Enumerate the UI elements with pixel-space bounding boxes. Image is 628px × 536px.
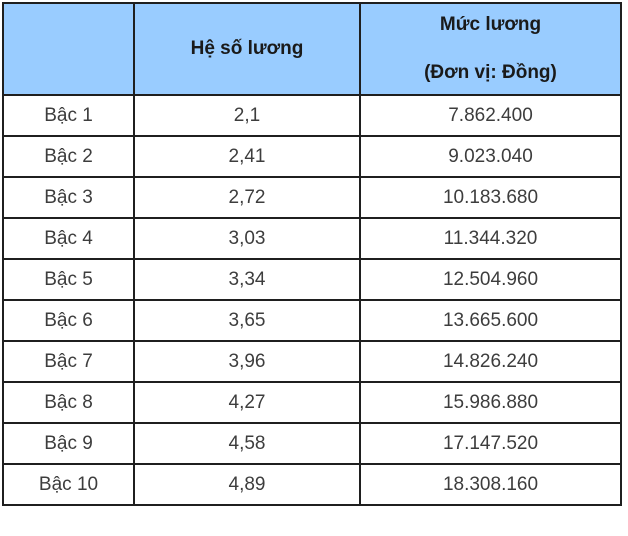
level-cell: Bậc 6 <box>2 299 135 342</box>
coefficient-cell: 4,89 <box>133 463 361 506</box>
level-cell: Bậc 7 <box>2 340 135 383</box>
salary-cell: 17.147.520 <box>359 422 622 465</box>
level-cell: Bậc 2 <box>2 135 135 178</box>
table-row: Bậc 3 2,72 10.183.680 <box>2 176 622 219</box>
table-header: Hệ số lương Mức lương (Đơn vị: Đồng) <box>2 2 622 96</box>
coefficient-cell: 2,72 <box>133 176 361 219</box>
salary-cell: 13.665.600 <box>359 299 622 342</box>
empty-corner-header-cell <box>2 2 135 96</box>
salary-cell: 15.986.880 <box>359 381 622 424</box>
salary-header-stack: Mức lương (Đơn vị: Đồng) <box>362 5 619 93</box>
coefficient-cell: 2,41 <box>133 135 361 178</box>
table-row: Bậc 5 3,34 12.504.960 <box>2 258 622 301</box>
table-row: Bậc 2 2,41 9.023.040 <box>2 135 622 178</box>
salary-header-unit: (Đơn vị: Đồng) <box>424 62 557 83</box>
level-cell: Bậc 1 <box>2 94 135 137</box>
salary-cell: 11.344.320 <box>359 217 622 260</box>
level-cell: Bậc 3 <box>2 176 135 219</box>
level-cell: Bậc 4 <box>2 217 135 260</box>
coefficient-cell: 2,1 <box>133 94 361 137</box>
table-body: Bậc 1 2,1 7.862.400 Bậc 2 2,41 9.023.040… <box>2 94 622 506</box>
salary-cell: 10.183.680 <box>359 176 622 219</box>
level-cell: Bậc 8 <box>2 381 135 424</box>
salary-cell: 9.023.040 <box>359 135 622 178</box>
salary-cell: 18.308.160 <box>359 463 622 506</box>
coefficient-cell: 3,65 <box>133 299 361 342</box>
coefficient-cell: 3,03 <box>133 217 361 260</box>
coefficient-cell: 4,58 <box>133 422 361 465</box>
salary-cell: 12.504.960 <box>359 258 622 301</box>
coefficient-cell: 3,96 <box>133 340 361 383</box>
table-row: Bậc 4 3,03 11.344.320 <box>2 217 622 260</box>
table-row: Bậc 8 4,27 15.986.880 <box>2 381 622 424</box>
table-row: Bậc 9 4,58 17.147.520 <box>2 422 622 465</box>
table-row: Bậc 10 4,89 18.308.160 <box>2 463 622 506</box>
table-row: Bậc 1 2,1 7.862.400 <box>2 94 622 137</box>
salary-cell: 14.826.240 <box>359 340 622 383</box>
level-cell: Bậc 9 <box>2 422 135 465</box>
salary-header-title: Mức lương <box>439 14 542 35</box>
table-row: Bậc 7 3,96 14.826.240 <box>2 340 622 383</box>
coefficient-header-label: Hệ số lương <box>190 38 304 59</box>
salary-table: Hệ số lương Mức lương (Đơn vị: Đồng) Bậc… <box>2 2 622 506</box>
level-cell: Bậc 10 <box>2 463 135 506</box>
header-row: Hệ số lương Mức lương (Đơn vị: Đồng) <box>2 2 622 96</box>
salary-cell: 7.862.400 <box>359 94 622 137</box>
coefficient-header-cell: Hệ số lương <box>133 2 361 96</box>
coefficient-cell: 3,34 <box>133 258 361 301</box>
level-cell: Bậc 5 <box>2 258 135 301</box>
table-row: Bậc 6 3,65 13.665.600 <box>2 299 622 342</box>
salary-header-cell: Mức lương (Đơn vị: Đồng) <box>359 2 622 96</box>
coefficient-cell: 4,27 <box>133 381 361 424</box>
